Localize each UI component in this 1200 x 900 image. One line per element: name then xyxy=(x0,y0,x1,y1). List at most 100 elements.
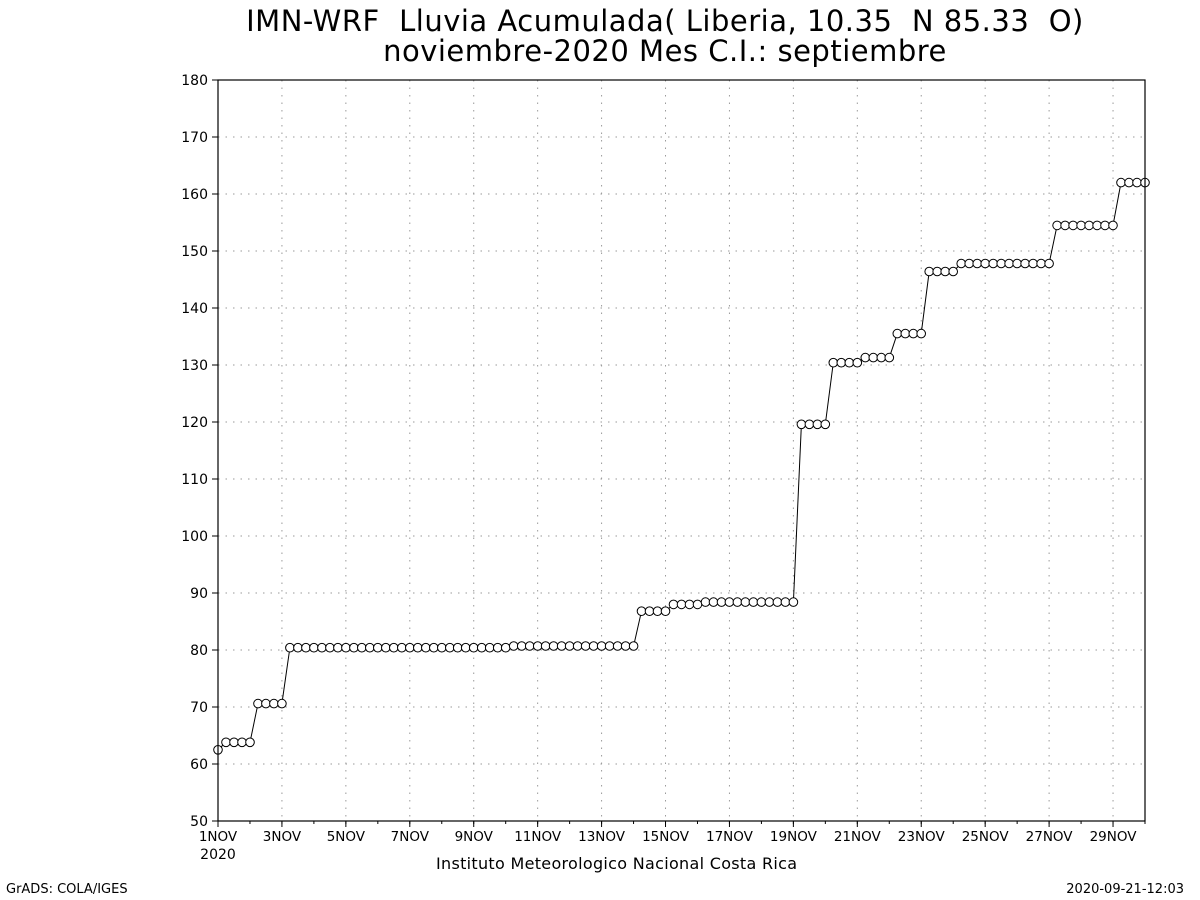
data-point xyxy=(564,641,575,651)
data-point xyxy=(852,357,863,368)
chart-title: IMN-WRF Lluvia Acumulada( Liberia, 10.35… xyxy=(246,4,1084,38)
data-point xyxy=(349,642,359,653)
data-point xyxy=(732,597,743,607)
data-point xyxy=(229,737,239,748)
data-point xyxy=(524,641,535,651)
data-point xyxy=(333,642,343,653)
data-point xyxy=(876,352,887,363)
data-point xyxy=(293,642,303,653)
data-point xyxy=(772,597,783,607)
institution-label: Instituto Meteorologico Nacional Costa R… xyxy=(436,854,798,873)
data-point xyxy=(972,258,983,269)
data-point xyxy=(668,599,679,610)
data-point xyxy=(892,328,903,339)
data-point xyxy=(948,266,959,277)
data-point xyxy=(1012,258,1022,269)
plot-frame xyxy=(217,79,1146,822)
x-tick-label: 11NOV xyxy=(514,829,562,845)
data-point xyxy=(1036,258,1046,269)
data-point xyxy=(908,328,919,339)
data-point xyxy=(1052,220,1062,231)
data-point xyxy=(492,642,503,653)
data-point xyxy=(548,641,559,651)
data-point xyxy=(956,258,967,269)
data-point xyxy=(692,599,703,610)
y-tick-label: 80 xyxy=(190,643,208,659)
data-point xyxy=(868,352,879,363)
x-tick-label: 3NOV xyxy=(263,829,302,845)
y-tick-label: 180 xyxy=(181,73,208,89)
data-point xyxy=(588,641,599,651)
data-point xyxy=(700,597,711,607)
data-point xyxy=(1084,220,1094,231)
data-point xyxy=(405,642,415,653)
data-point xyxy=(716,597,727,607)
data-point xyxy=(804,419,815,430)
data-point xyxy=(964,258,975,269)
data-point xyxy=(389,642,399,653)
x-tick-label: 13NOV xyxy=(578,829,626,845)
data-point xyxy=(660,606,671,617)
data-point xyxy=(341,642,351,653)
y-tick-label: 170 xyxy=(181,130,208,146)
data-point xyxy=(1100,220,1110,231)
data-point xyxy=(676,599,687,610)
chart-grid xyxy=(218,80,1145,821)
data-point xyxy=(421,642,431,653)
y-tick-label: 60 xyxy=(190,757,208,773)
data-point xyxy=(996,258,1007,269)
data-point xyxy=(1092,220,1102,231)
y-tick-label: 120 xyxy=(181,415,208,431)
data-point xyxy=(1116,177,1126,188)
x-tick-label: 27NOV xyxy=(1026,829,1074,845)
y-axis: 50 60 70 80 90 100 110 120 130 140 150 160 170 180 xyxy=(181,73,218,830)
data-point xyxy=(373,642,383,653)
x-tick-label: 19NOV xyxy=(770,829,818,845)
y-tick-label: 160 xyxy=(181,187,208,203)
data-point xyxy=(644,606,655,617)
data-point xyxy=(261,698,271,709)
data-point xyxy=(516,641,527,651)
x-tick-sublabel: 2020 xyxy=(200,847,236,863)
data-point xyxy=(724,597,735,607)
x-tick-label: 17NOV xyxy=(706,829,754,845)
data-point xyxy=(812,419,823,430)
series-accumulated-rain xyxy=(213,177,1150,755)
data-point xyxy=(413,642,423,653)
data-point xyxy=(1108,220,1118,231)
data-point xyxy=(317,642,327,653)
data-point xyxy=(604,641,615,651)
data-point xyxy=(245,737,255,748)
data-point xyxy=(221,737,231,748)
data-point xyxy=(900,328,911,339)
data-point xyxy=(740,597,751,607)
data-point xyxy=(309,642,319,653)
data-point xyxy=(540,641,551,651)
x-tick-label: 25NOV xyxy=(962,829,1010,845)
timestamp: 2020-09-21-12:03 xyxy=(1066,882,1184,897)
data-point xyxy=(844,357,855,368)
y-tick-label: 100 xyxy=(181,529,208,545)
data-point xyxy=(1076,220,1086,231)
data-point xyxy=(468,642,479,653)
data-point xyxy=(708,597,719,607)
x-tick-label: 7NOV xyxy=(391,829,430,845)
data-point xyxy=(429,642,439,653)
data-point xyxy=(596,641,607,651)
data-point xyxy=(437,642,447,653)
data-point xyxy=(860,352,871,363)
data-point xyxy=(780,597,791,607)
data-point xyxy=(916,328,927,339)
y-tick-label: 150 xyxy=(181,244,208,260)
data-point xyxy=(1124,177,1134,188)
x-tick-label: 1NOV xyxy=(199,829,238,845)
grads-credit: GrADS: COLA/IGES xyxy=(6,882,128,897)
data-point xyxy=(253,698,263,709)
data-point xyxy=(285,642,295,653)
data-point xyxy=(1132,177,1142,188)
data-point xyxy=(532,641,543,651)
data-point xyxy=(484,642,495,653)
y-tick-label: 140 xyxy=(181,301,208,317)
data-point xyxy=(980,258,991,269)
data-point xyxy=(508,641,519,651)
